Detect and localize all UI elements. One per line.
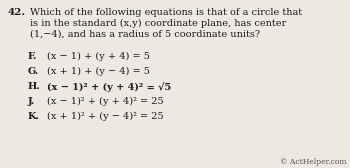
- Text: G.: G.: [28, 67, 39, 76]
- Text: © ActHelper.com: © ActHelper.com: [280, 158, 347, 166]
- Text: K.: K.: [28, 112, 40, 121]
- Text: Which of the following equations is that of a circle that: Which of the following equations is that…: [30, 8, 302, 17]
- Text: (x + 1) + (y − 4) = 5: (x + 1) + (y − 4) = 5: [47, 67, 150, 76]
- Text: (x + 1)² + (y − 4)² = 25: (x + 1)² + (y − 4)² = 25: [47, 112, 164, 121]
- Text: (1,−4), and has a radius of 5 coordinate units?: (1,−4), and has a radius of 5 coordinate…: [30, 30, 260, 39]
- Text: is in the standard (x,y) coordinate plane, has center: is in the standard (x,y) coordinate plan…: [30, 19, 286, 28]
- Text: J.: J.: [28, 97, 35, 106]
- Text: F.: F.: [28, 52, 37, 61]
- Text: (x − 1)² + (y + 4)² = √5: (x − 1)² + (y + 4)² = √5: [47, 82, 171, 92]
- Text: H.: H.: [28, 82, 41, 91]
- Text: (x − 1) + (y + 4) = 5: (x − 1) + (y + 4) = 5: [47, 52, 150, 61]
- Text: (x − 1)² + (y + 4)² = 25: (x − 1)² + (y + 4)² = 25: [47, 97, 164, 106]
- Text: 42.: 42.: [8, 8, 26, 17]
